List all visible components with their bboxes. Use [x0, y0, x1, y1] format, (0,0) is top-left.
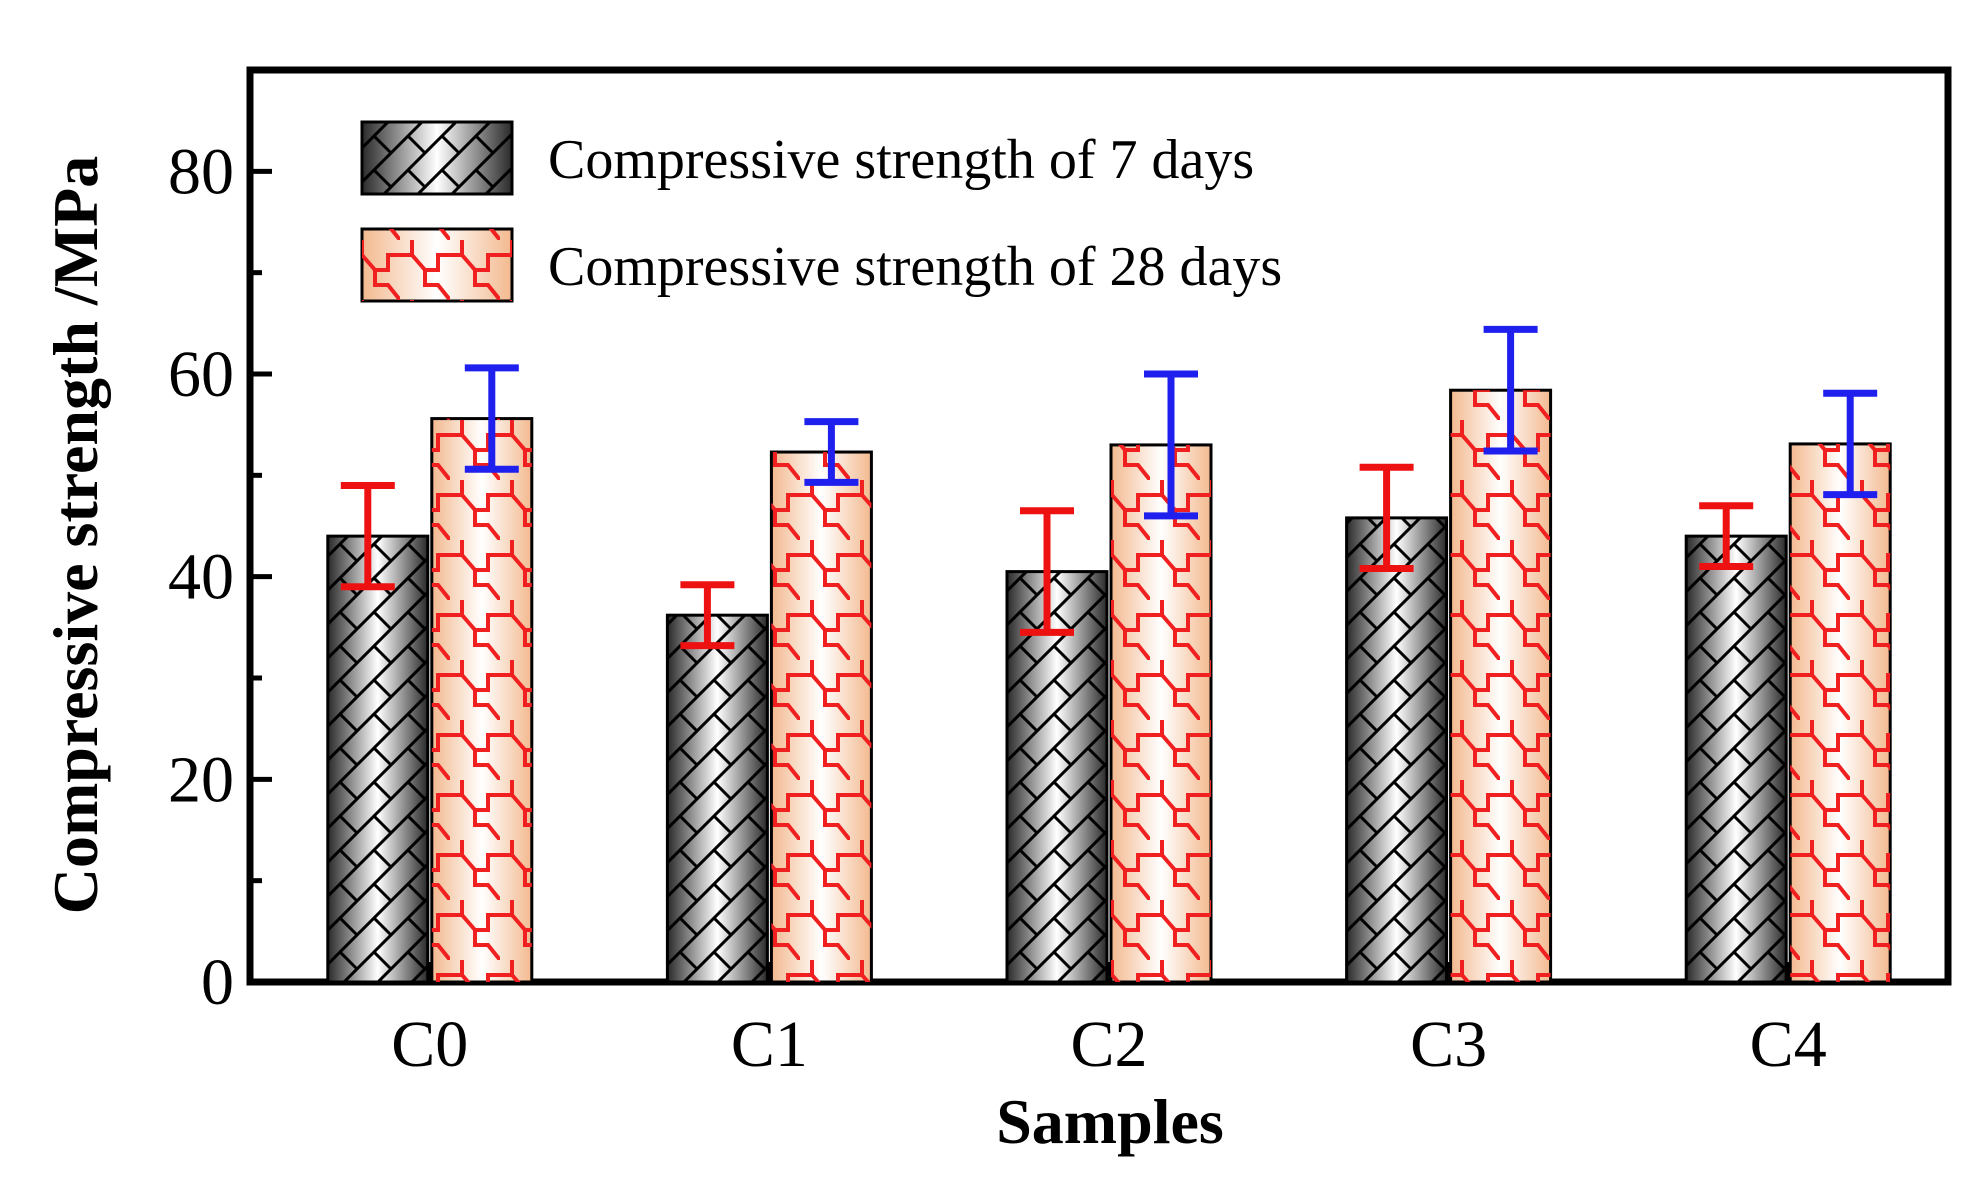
bar-hatch	[771, 452, 872, 982]
x-tick-label: C1	[731, 1008, 808, 1081]
error-bars	[340, 325, 1878, 650]
legend-label-7-days: Compressive strength of 7 days	[548, 129, 1254, 191]
bar-hatch	[1007, 571, 1107, 982]
x-axis-title: Samples	[996, 1086, 1224, 1157]
legend-swatch-7-days-hatch	[362, 122, 512, 194]
bars	[326, 388, 1892, 984]
y-axis: 0 20 40 60 80	[168, 135, 272, 1019]
legend-swatch-28-days-hatch	[362, 229, 512, 301]
y-tick-label: 40	[168, 541, 234, 614]
y-axis-title: Compressive strength /MPa	[40, 156, 111, 914]
bar-hatch	[667, 615, 768, 982]
x-tick-label: C0	[391, 1008, 468, 1081]
y-tick-label: 80	[168, 135, 234, 208]
bar-hatch	[1790, 443, 1891, 982]
bar-hatch	[1111, 444, 1211, 982]
bar-hatch	[431, 418, 532, 982]
legend-label-28-days: Compressive strength of 28 days	[548, 236, 1282, 298]
x-axis: C0 C1 C2 C3 C4	[391, 962, 1827, 1081]
bar-hatch	[1686, 536, 1787, 982]
x-tick-label: C3	[1410, 1008, 1487, 1081]
y-tick-label: 60	[168, 338, 234, 411]
bar-hatch	[1450, 390, 1551, 982]
bar-hatch	[327, 536, 428, 982]
legend: Compressive strength of 7 days Compressi…	[360, 120, 1282, 303]
y-tick-label: 20	[168, 743, 234, 816]
bar-hatch	[1346, 517, 1447, 982]
y-tick-label: 0	[201, 946, 234, 1019]
x-tick-label: C4	[1750, 1008, 1827, 1081]
x-tick-label: C2	[1070, 1008, 1147, 1081]
